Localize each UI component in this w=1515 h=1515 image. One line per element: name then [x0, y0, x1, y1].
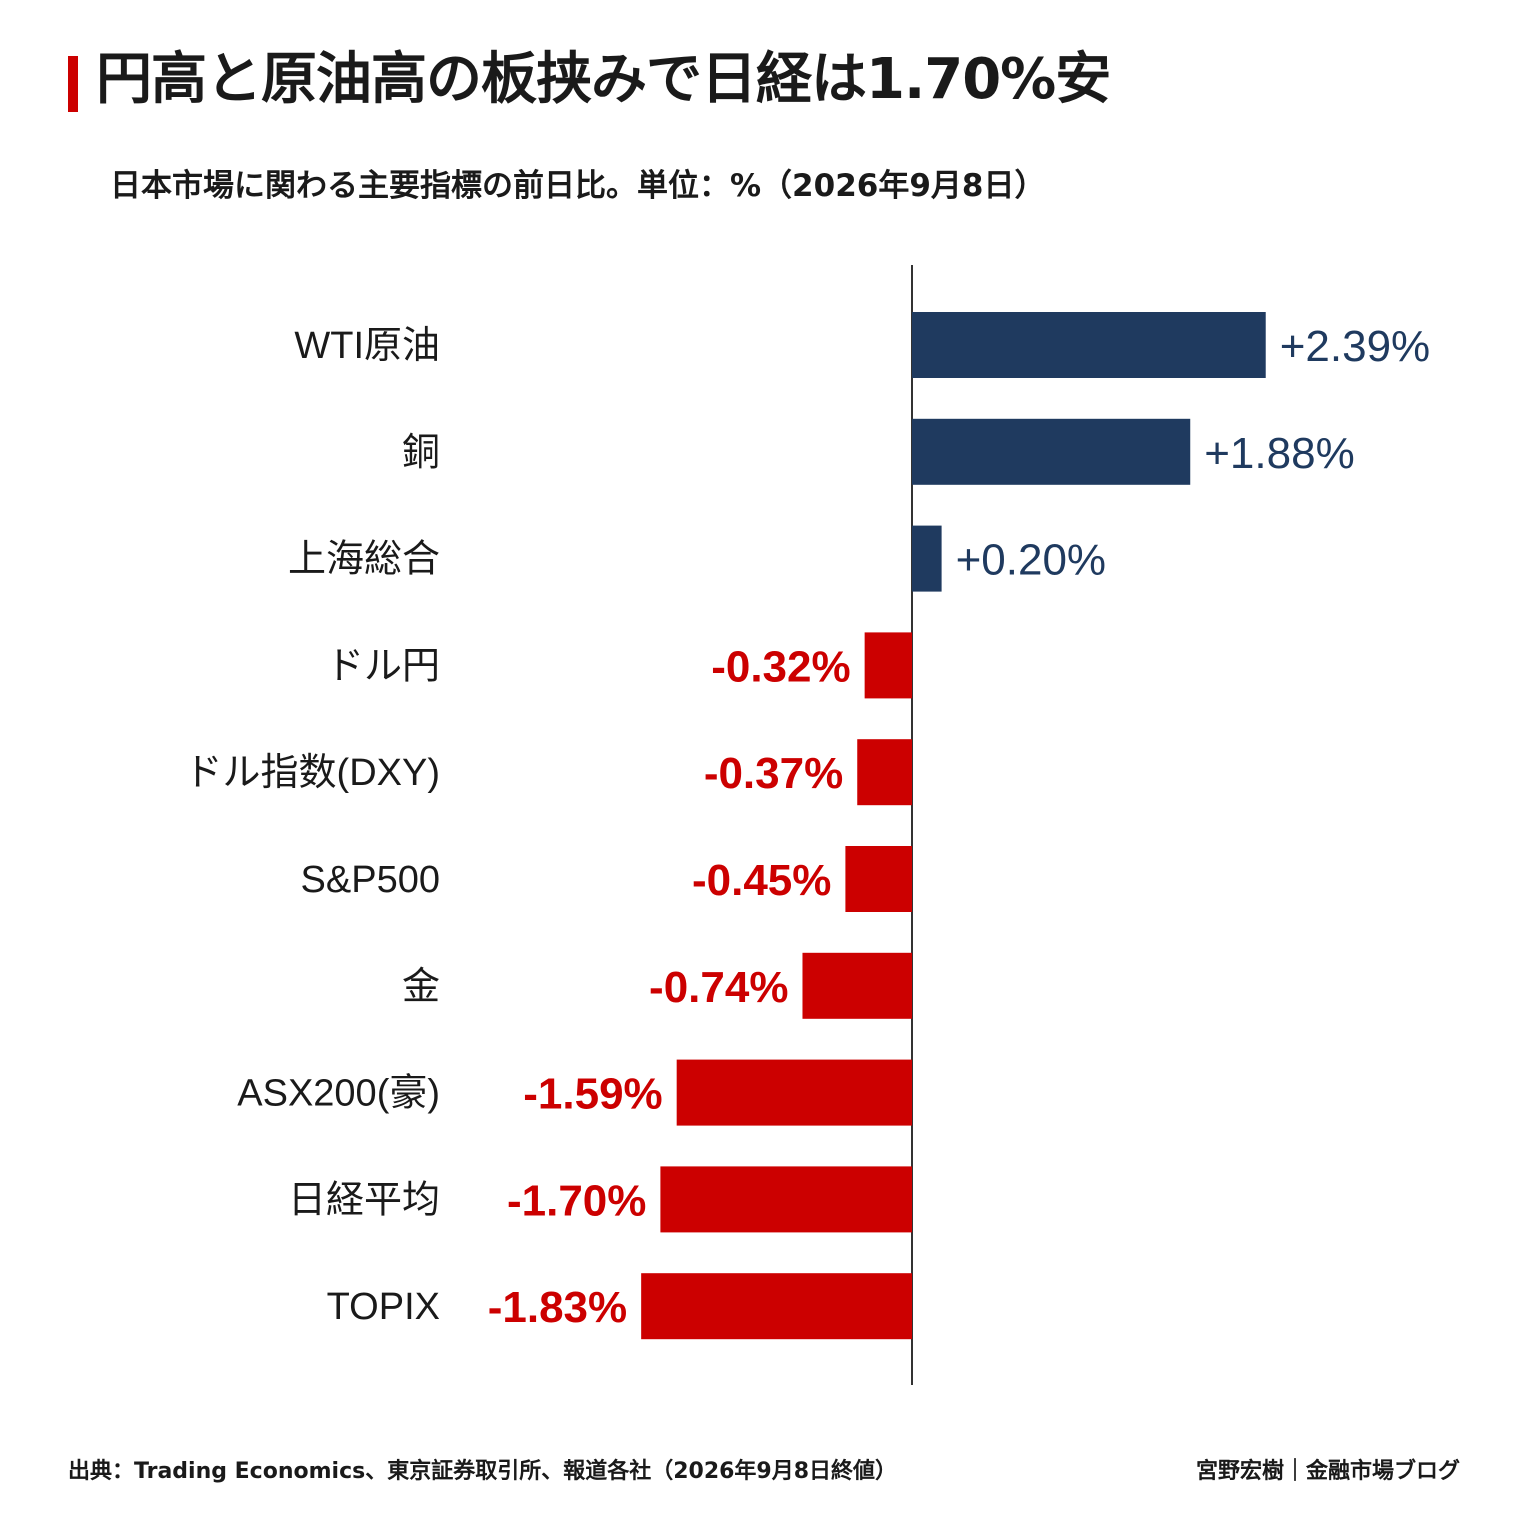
category-label: ASX200(豪): [237, 1073, 440, 1115]
category-label: 金: [402, 966, 440, 1008]
value-label: +1.88%: [1204, 429, 1354, 478]
bar-2: [912, 525, 942, 592]
source-note: 出典：Trading Economics、東京証券取引所、報道各社（2026年9…: [68, 1459, 898, 1484]
category-label: 銅: [402, 432, 440, 474]
author-credit: 宮野宏樹｜金融市場ブログ: [1195, 1459, 1460, 1484]
category-label: ドル円: [326, 645, 440, 687]
category-label: TOPIX: [327, 1286, 440, 1328]
value-label: -1.59%: [523, 1070, 662, 1119]
bar-chart: WTI原油 +2.39% 銅 +1.88% 上海総合 +0.20% ドル円 -0.32% ドル指…: [185, 265, 1430, 1385]
title-accent-bar: [68, 56, 78, 112]
value-label: -1.70%: [507, 1176, 646, 1225]
value-label: -0.45%: [692, 856, 831, 905]
value-label: -1.83%: [488, 1283, 627, 1332]
category-label: ドル指数(DXY): [185, 752, 440, 794]
page-title: 円高と原油高の板挟みで日経は1.70%安: [96, 47, 1111, 112]
value-label: +0.20%: [956, 536, 1106, 585]
bar-9: [641, 1273, 912, 1340]
category-label: 日経平均: [288, 1179, 440, 1221]
value-label: +2.39%: [1280, 322, 1430, 371]
value-label: -0.74%: [649, 963, 788, 1012]
bar-8: [660, 1166, 912, 1233]
bar-3: [864, 632, 912, 699]
bar-4: [857, 739, 912, 806]
category-label: WTI原油: [294, 325, 440, 367]
bar-5: [845, 846, 912, 912]
bar-1: [912, 418, 1191, 485]
bar-0: [912, 312, 1266, 378]
value-label: -0.37%: [704, 749, 843, 798]
bar-7: [676, 1059, 912, 1126]
category-label: 上海総合: [288, 539, 440, 581]
category-label: S&P500: [301, 859, 440, 901]
bar-6: [802, 952, 912, 1019]
value-label: -0.32%: [711, 642, 850, 691]
page-subtitle: 日本市場に関わる主要指標の前日比。単位：%（2026年9月8日）: [110, 168, 1046, 204]
